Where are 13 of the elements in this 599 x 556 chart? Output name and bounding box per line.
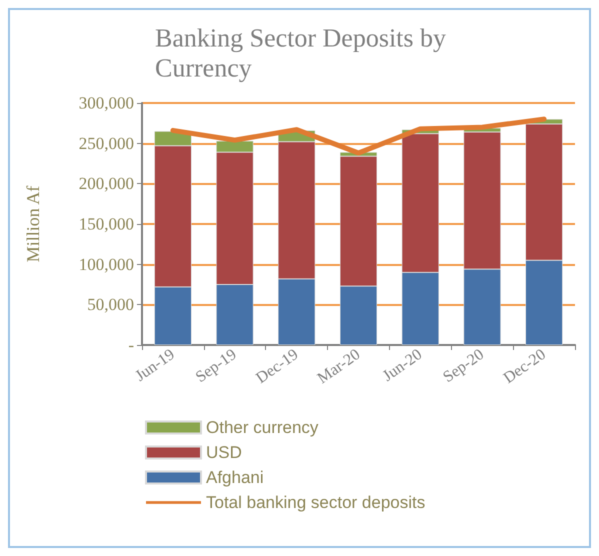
y-tick-label: 250,000 bbox=[78, 134, 134, 153]
y-tick-label: 200,000 bbox=[78, 174, 134, 194]
y-axis-title: Million Af bbox=[23, 186, 43, 262]
y-tick-label: 300,000 bbox=[78, 94, 134, 112]
chart-title: Banking Sector Deposits by Currency bbox=[155, 24, 453, 82]
y-tick-label: 50,000 bbox=[87, 295, 134, 314]
y-tick-label: - bbox=[128, 336, 134, 354]
legend-label: Other currency bbox=[206, 418, 319, 437]
y-tick-label: 150,000 bbox=[78, 214, 134, 234]
y-tick-label: 100,000 bbox=[78, 254, 134, 274]
legend-label: Afghani bbox=[206, 468, 264, 487]
legend-label: Total banking sector deposits bbox=[206, 493, 426, 512]
legend-label: USD bbox=[206, 443, 242, 462]
